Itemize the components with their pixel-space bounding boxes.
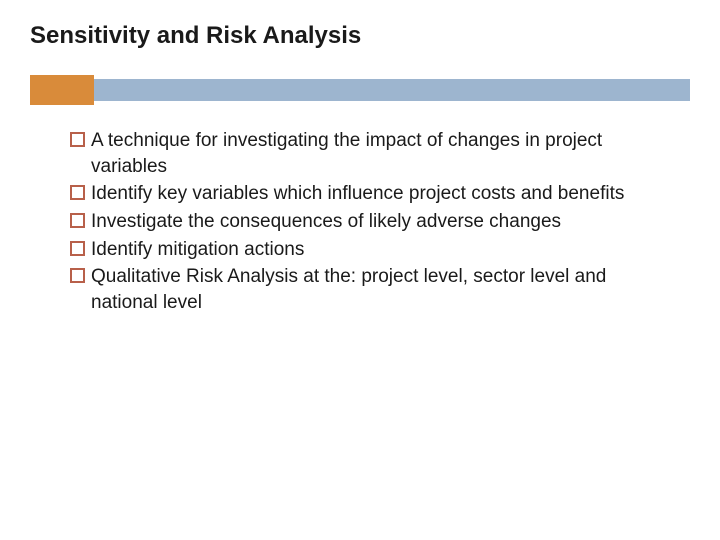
list-item: A technique for investigating the impact… bbox=[70, 128, 660, 179]
bullet-square-icon bbox=[70, 185, 85, 200]
bullet-text: A technique for investigating the impact… bbox=[91, 128, 660, 179]
bullet-square-icon bbox=[70, 213, 85, 228]
bullet-list: A technique for investigating the impact… bbox=[70, 128, 660, 317]
list-item: Identify mitigation actions bbox=[70, 237, 660, 263]
accent-bar-orange bbox=[30, 75, 94, 105]
slide-title: Sensitivity and Risk Analysis bbox=[30, 22, 361, 50]
slide: Sensitivity and Risk Analysis A techniqu… bbox=[0, 0, 720, 540]
bullet-square-icon bbox=[70, 241, 85, 256]
accent-bar bbox=[0, 75, 720, 105]
bullet-text: Identify key variables which influence p… bbox=[91, 181, 660, 207]
bullet-text: Investigate the consequences of likely a… bbox=[91, 209, 660, 235]
bullet-square-icon bbox=[70, 268, 85, 283]
bullet-text: Qualitative Risk Analysis at the: projec… bbox=[91, 264, 660, 315]
list-item: Investigate the consequences of likely a… bbox=[70, 209, 660, 235]
bullet-square-icon bbox=[70, 132, 85, 147]
list-item: Identify key variables which influence p… bbox=[70, 181, 660, 207]
bullet-text: Identify mitigation actions bbox=[91, 237, 660, 263]
list-item: Qualitative Risk Analysis at the: projec… bbox=[70, 264, 660, 315]
accent-bar-blue bbox=[94, 79, 690, 101]
